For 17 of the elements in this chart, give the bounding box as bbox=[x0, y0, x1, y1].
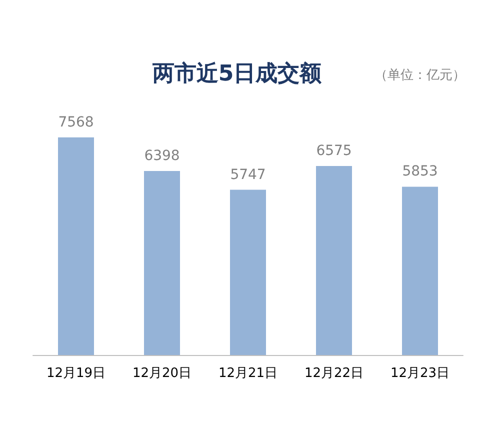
data-label: 5747 bbox=[230, 166, 266, 183]
data-label: 6398 bbox=[144, 148, 180, 164]
x-tick-label: 12月23日 bbox=[390, 366, 450, 381]
x-tick-label: 12月19日 bbox=[46, 366, 106, 381]
bar bbox=[144, 171, 180, 355]
chart-subtitle: （单位：亿元） bbox=[374, 68, 466, 83]
bar bbox=[402, 186, 438, 355]
bar bbox=[316, 166, 352, 355]
data-label: 6575 bbox=[316, 142, 352, 159]
data-label: 7568 bbox=[58, 114, 94, 130]
x-tick-label: 12月22日 bbox=[304, 366, 364, 381]
bar bbox=[230, 190, 266, 355]
data-label: 5853 bbox=[402, 164, 438, 180]
x-tick-label: 12月20日 bbox=[132, 366, 192, 381]
bar bbox=[58, 137, 94, 355]
x-tick-label: 12月21日 bbox=[218, 366, 278, 381]
chart-title: 两市近5日成交额 bbox=[151, 60, 323, 86]
